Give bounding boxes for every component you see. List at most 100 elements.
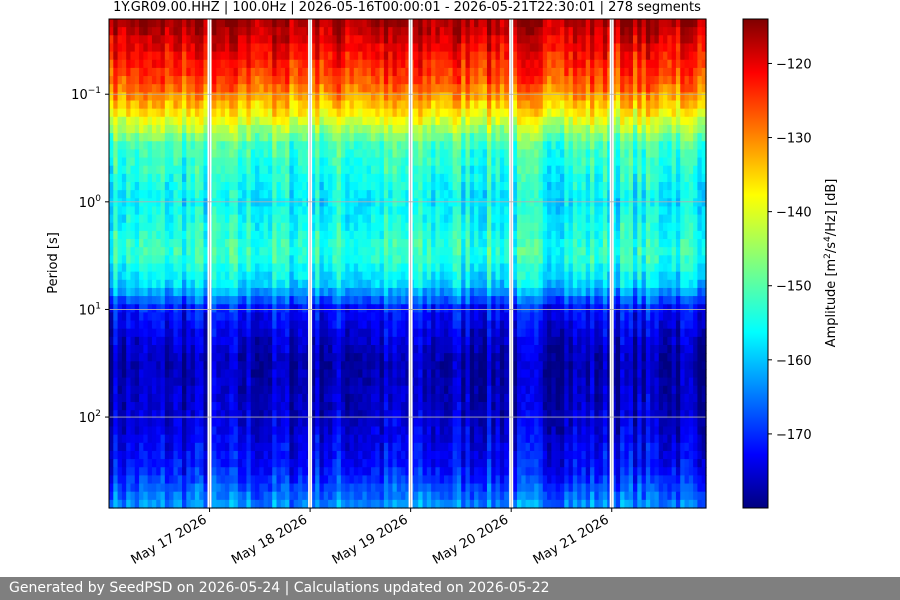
heatmap-cell	[448, 173, 454, 183]
heatmap-cell	[564, 157, 570, 167]
heatmap-cell	[559, 116, 565, 126]
heatmap-cell	[439, 35, 445, 45]
heatmap-cell	[340, 76, 346, 85]
heatmap-cell	[272, 182, 278, 191]
heatmap-cell	[113, 230, 119, 240]
heatmap-cell	[478, 165, 484, 175]
heatmap-cell	[504, 76, 510, 85]
heatmap-cell	[615, 35, 621, 45]
heatmap-cell	[620, 141, 625, 150]
heatmap-cell	[499, 279, 505, 289]
heatmap-cell	[667, 173, 673, 183]
heatmap-cell	[255, 43, 260, 53]
heatmap-cell	[525, 133, 531, 142]
heatmap-cell	[315, 230, 321, 240]
heatmap-cell	[328, 149, 333, 159]
heatmap-cell	[328, 230, 333, 240]
heatmap-cell	[405, 247, 411, 256]
heatmap-cell	[199, 271, 205, 281]
heatmap-cell	[684, 157, 690, 167]
heatmap-cell	[134, 116, 140, 126]
heatmap-cell	[568, 84, 574, 93]
heatmap-cell	[177, 124, 183, 134]
heatmap-cell	[701, 230, 707, 240]
heatmap-cell	[641, 173, 647, 183]
heatmap-cell	[267, 19, 273, 28]
heatmap-cell	[353, 173, 359, 183]
heatmap-cell	[147, 92, 153, 102]
heatmap-cell	[413, 287, 419, 297]
heatmap-cell	[474, 59, 479, 69]
heatmap-cell	[139, 198, 144, 208]
heatmap-cell	[151, 92, 157, 102]
heatmap-cell	[413, 263, 419, 273]
heatmap-cell	[469, 141, 475, 150]
heatmap-cell	[392, 182, 398, 191]
heatmap-cell	[379, 230, 385, 240]
heatmap-cell	[177, 222, 183, 232]
heatmap-cell	[375, 141, 381, 150]
heatmap-cell	[620, 206, 625, 216]
heatmap-cell	[491, 222, 497, 232]
heatmap-cell	[224, 76, 230, 85]
heatmap-cell	[203, 190, 209, 199]
heatmap-cell	[632, 149, 638, 159]
heatmap-cell	[504, 157, 510, 167]
heatmap-cell	[444, 214, 449, 224]
heatmap-cell	[628, 100, 634, 110]
heatmap-cell	[641, 100, 647, 110]
heatmap-cell	[151, 255, 157, 265]
heatmap-cell	[547, 35, 552, 45]
heatmap-cell	[439, 304, 445, 313]
heatmap-cell	[572, 182, 578, 191]
heatmap-cell	[577, 67, 583, 77]
heatmap-cell	[628, 182, 634, 191]
heatmap-cell	[444, 157, 449, 167]
heatmap-cell	[190, 190, 196, 199]
heatmap-cell	[534, 165, 540, 175]
heatmap-cell	[336, 165, 342, 175]
heatmap-cell	[169, 279, 175, 289]
heatmap-cell	[401, 173, 406, 183]
heatmap-cell	[375, 19, 381, 28]
heatmap-cell	[413, 230, 419, 240]
heatmap-cell	[255, 214, 260, 224]
heatmap-cell	[169, 149, 175, 159]
heatmap-cell	[671, 27, 677, 36]
heatmap-cell	[654, 149, 660, 159]
heatmap-cell	[465, 141, 471, 150]
heatmap-cell	[255, 51, 260, 61]
heatmap-cell	[328, 108, 333, 118]
heatmap-cell	[302, 206, 308, 216]
heatmap-cell	[499, 124, 505, 134]
heatmap-cell	[671, 271, 677, 281]
heatmap-cell	[401, 271, 406, 281]
heatmap-cell	[109, 116, 114, 126]
heatmap-cell	[435, 287, 441, 297]
heatmap-cell	[383, 51, 389, 61]
heatmap-cell	[242, 100, 248, 110]
heatmap-cell	[671, 296, 677, 305]
heatmap-cell	[173, 279, 179, 289]
heatmap-cell	[328, 190, 333, 199]
heatmap-cell	[212, 230, 217, 240]
heatmap-cell	[177, 141, 183, 150]
heatmap-cell	[620, 263, 625, 273]
heatmap-cell	[517, 287, 522, 297]
heatmap-cell	[370, 279, 376, 289]
heatmap-cell	[675, 100, 681, 110]
heatmap-cell	[203, 296, 209, 305]
heatmap-cell	[701, 67, 707, 77]
heatmap-cell	[126, 51, 132, 61]
heatmap-cell	[143, 76, 149, 85]
heatmap-cell	[512, 133, 518, 142]
heatmap-cell	[401, 214, 406, 224]
heatmap-cell	[212, 173, 217, 183]
heatmap-cell	[598, 206, 604, 216]
heatmap-cell	[504, 271, 510, 281]
heatmap-cell	[512, 116, 518, 126]
heatmap-cell	[431, 108, 437, 118]
heatmap-cell	[285, 230, 290, 240]
heatmap-cell	[598, 157, 604, 167]
heatmap-cell	[418, 84, 424, 93]
